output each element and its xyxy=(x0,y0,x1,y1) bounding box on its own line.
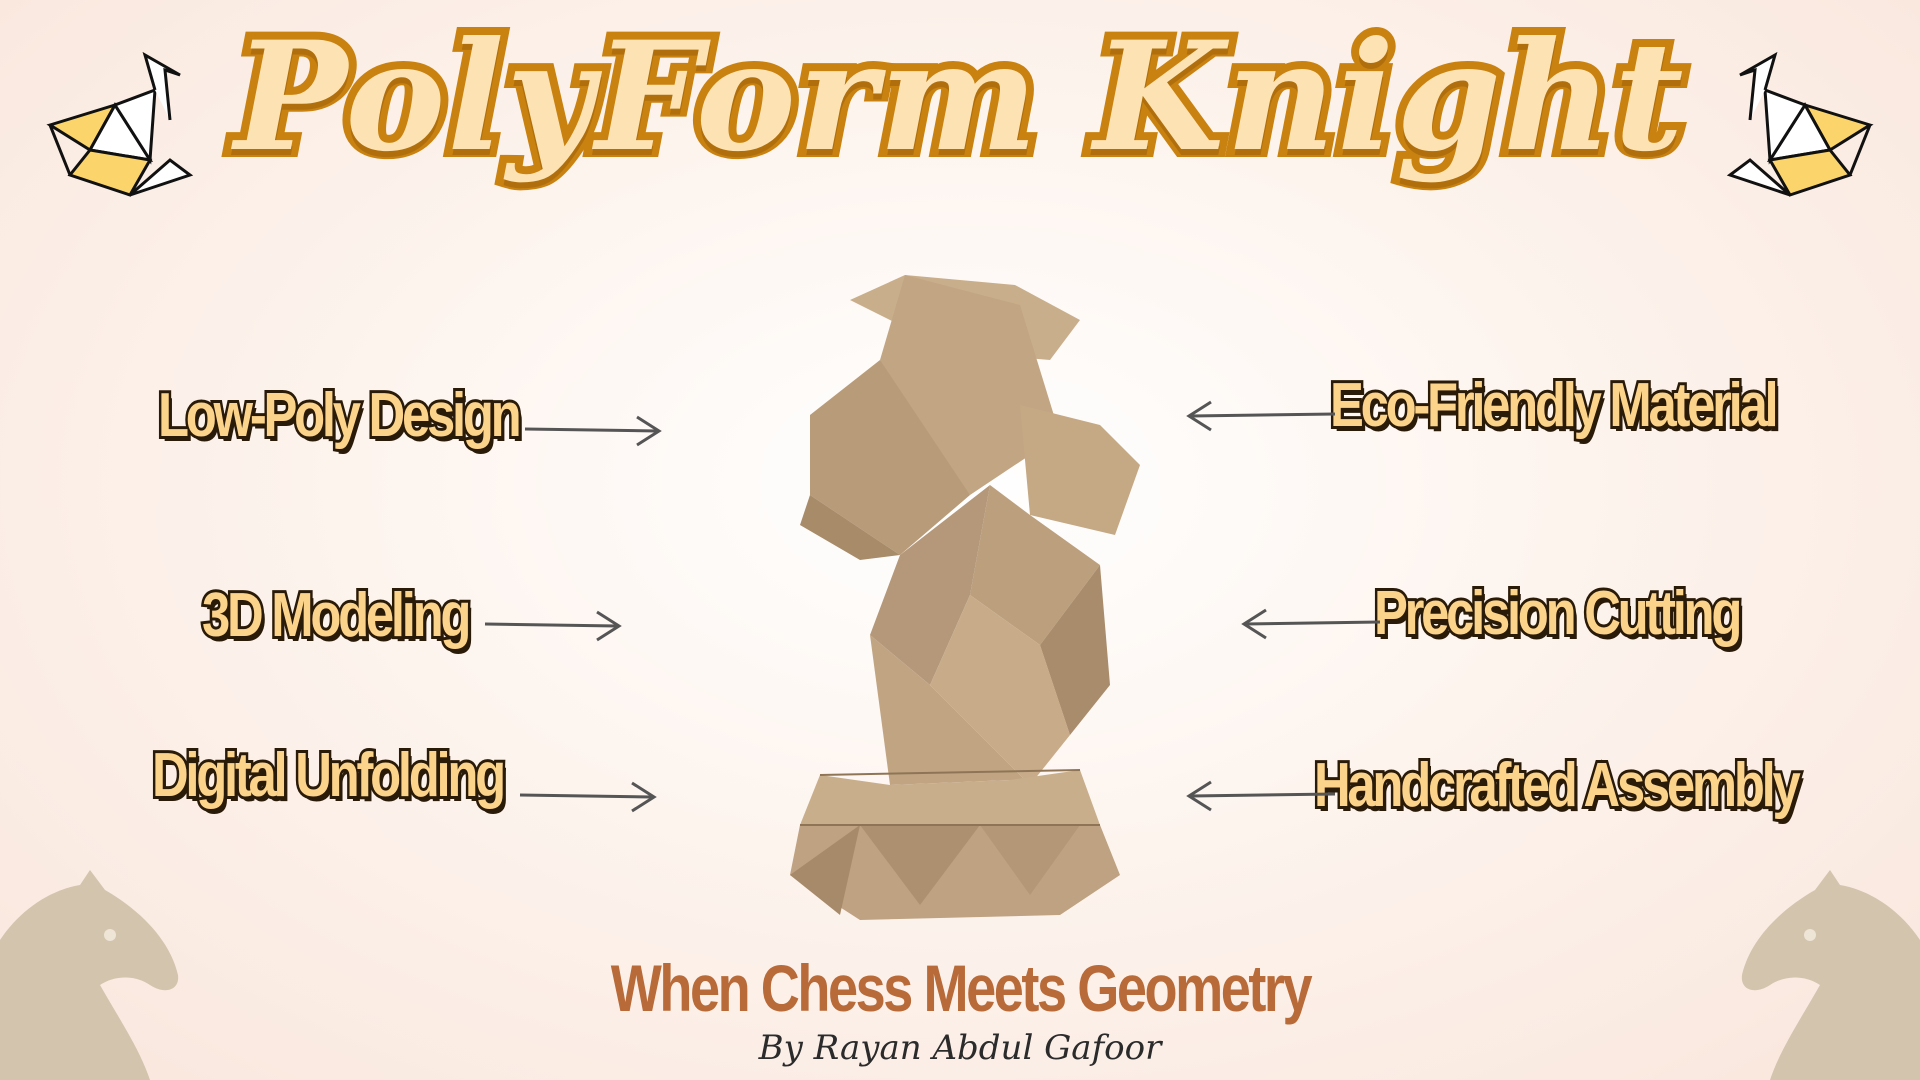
feature-label: Handcrafted Assembly xyxy=(1312,748,1804,823)
arrow-right-icon xyxy=(524,415,665,447)
arrow-left-icon xyxy=(1240,608,1381,640)
origami-swan-icon xyxy=(1726,51,1874,197)
arrow-right-icon xyxy=(519,781,660,813)
feature-label: Eco-Friendly Material xyxy=(1328,368,1782,443)
subtitle: When Chess Meets Geometry xyxy=(0,950,1920,1026)
feature-label: Low-Poly Design xyxy=(156,378,525,453)
feature-label: Digital Unfolding xyxy=(150,738,509,813)
cardboard-knight-sculpture xyxy=(790,275,1140,920)
page-title: PolyForm Knight xyxy=(227,9,1692,185)
arrow-left-icon xyxy=(1185,400,1336,432)
feature-label: 3D Modeling xyxy=(200,578,474,653)
chess-knight-icon xyxy=(1741,870,1920,1080)
chess-knight-icon xyxy=(0,870,179,1080)
subtitle-text: When Chess Meets Geometry xyxy=(610,951,1312,1025)
feature-label: Precision Cutting xyxy=(1372,576,1745,651)
origami-swan-icon xyxy=(46,51,194,197)
arrow-left-icon xyxy=(1185,780,1336,812)
author-byline: By Rayan Abdul Gafoor xyxy=(758,1028,1162,1068)
arrow-right-icon xyxy=(484,610,625,642)
